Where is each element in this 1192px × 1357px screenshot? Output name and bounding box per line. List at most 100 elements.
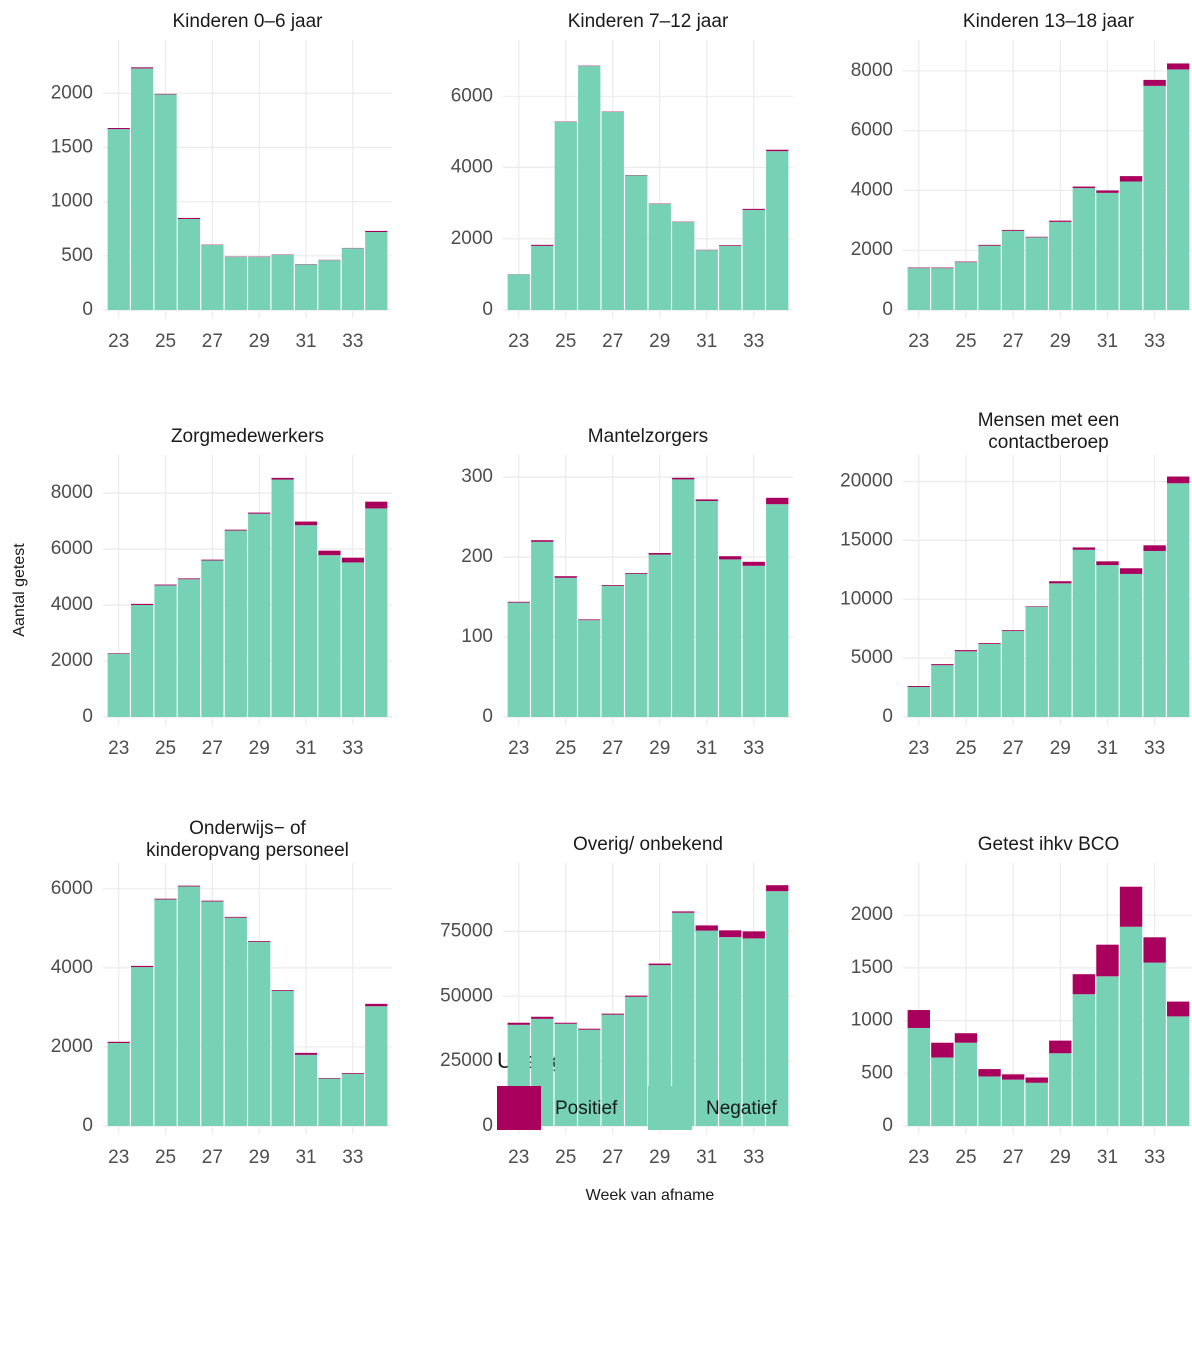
bar-segment xyxy=(908,268,930,310)
bar-segment xyxy=(531,542,553,717)
bar-segment xyxy=(1002,231,1024,310)
y-tick-label: 4000 xyxy=(51,957,93,978)
y-tick-label: 500 xyxy=(861,1062,893,1083)
bar-segment xyxy=(602,586,624,717)
bar-segment xyxy=(978,644,1000,717)
x-axis-label: Week van afname xyxy=(586,1187,715,1204)
x-tick-label: 33 xyxy=(342,331,363,352)
bar-segment xyxy=(318,260,340,310)
y-tick-label: 2000 xyxy=(851,904,893,925)
bar-segment xyxy=(131,966,153,967)
bar-segment xyxy=(625,175,647,310)
x-tick-label: 29 xyxy=(1050,331,1071,352)
x-tick-label: 25 xyxy=(955,1147,976,1168)
legend-label: Positief xyxy=(555,1098,618,1119)
y-tick-label: 2000 xyxy=(51,1036,93,1057)
x-tick-label: 31 xyxy=(295,331,316,352)
bar-segment xyxy=(1073,974,1095,994)
bar-segment xyxy=(1073,547,1095,549)
x-tick-label: 27 xyxy=(1003,331,1024,352)
x-tick-label: 27 xyxy=(1003,738,1024,759)
bar-segment xyxy=(178,578,200,579)
y-tick-label: 300 xyxy=(461,466,493,487)
bar-segment xyxy=(1002,1080,1024,1126)
y-tick-label: 8000 xyxy=(851,60,893,81)
bar-segment xyxy=(154,94,176,310)
bar-segment xyxy=(696,250,718,310)
bar-segment xyxy=(672,479,694,717)
bar-segment xyxy=(365,508,387,717)
bar-segment xyxy=(1143,80,1165,86)
y-tick-label: 6000 xyxy=(51,878,93,899)
bar-segment xyxy=(154,94,176,95)
x-tick-label: 29 xyxy=(249,738,270,759)
bar-segment xyxy=(272,478,294,480)
x-tick-label: 25 xyxy=(955,331,976,352)
bar-segment xyxy=(578,66,600,310)
bar-segment xyxy=(178,886,200,887)
y-tick-label: 1500 xyxy=(51,137,93,158)
bar-segment xyxy=(318,555,340,717)
y-axis-label: Aantal getest xyxy=(11,543,28,637)
bar-segment xyxy=(1049,583,1071,717)
bar-segment xyxy=(1026,1078,1048,1083)
x-tick-label: 25 xyxy=(155,738,176,759)
y-tick-label: 0 xyxy=(82,299,93,320)
bar-segment xyxy=(295,522,317,526)
bar-segment xyxy=(649,964,671,966)
bar-segment xyxy=(154,899,176,900)
bar-segment xyxy=(178,218,200,219)
x-tick-label: 31 xyxy=(696,1147,717,1168)
bar-segment xyxy=(1096,565,1118,717)
x-tick-label: 27 xyxy=(202,1147,223,1168)
bar-segment xyxy=(766,885,788,891)
x-tick-label: 33 xyxy=(342,738,363,759)
y-tick-label: 2000 xyxy=(51,82,93,103)
x-tick-label: 25 xyxy=(155,1147,176,1168)
x-tick-label: 27 xyxy=(1003,1147,1024,1168)
bar-segment xyxy=(931,1057,953,1126)
x-tick-label: 23 xyxy=(508,738,529,759)
bar-segment xyxy=(248,514,270,717)
bar-segment xyxy=(743,209,765,210)
bar-segment xyxy=(978,1076,1000,1126)
x-tick-label: 23 xyxy=(108,1147,129,1168)
bar-segment xyxy=(272,255,294,310)
x-tick-label: 23 xyxy=(108,738,129,759)
bar-segment xyxy=(225,530,247,531)
bar-segment xyxy=(154,585,176,717)
bar-segment xyxy=(931,1043,953,1058)
panel-title: Mensen met een xyxy=(978,410,1120,431)
y-tick-label: 0 xyxy=(82,1115,93,1136)
bar-segment xyxy=(743,931,765,938)
bar-segment xyxy=(1120,181,1142,310)
bar-segment xyxy=(625,573,647,574)
bar-segment xyxy=(201,245,223,310)
x-tick-label: 29 xyxy=(649,1147,670,1168)
x-tick-label: 29 xyxy=(249,331,270,352)
bar-segment xyxy=(1049,581,1071,583)
bar-segment xyxy=(295,265,317,311)
y-tick-label: 0 xyxy=(882,299,893,320)
bar-segment xyxy=(766,504,788,717)
bar-segment xyxy=(1026,607,1048,717)
bar-segment xyxy=(342,562,364,717)
bar-segment xyxy=(602,112,624,310)
bar-segment xyxy=(696,925,718,930)
panel-title: Zorgmedewerkers xyxy=(171,426,324,447)
bar-segment xyxy=(342,248,364,310)
bar-segment xyxy=(508,603,530,717)
x-tick-label: 33 xyxy=(743,1147,764,1168)
bar-segment xyxy=(1120,927,1142,1126)
bar-segment xyxy=(342,1074,364,1126)
y-tick-label: 4000 xyxy=(451,157,493,178)
y-tick-label: 0 xyxy=(882,1115,893,1136)
y-tick-label: 1000 xyxy=(51,191,93,212)
bar-segment xyxy=(555,576,577,578)
bar-segment xyxy=(908,1028,930,1126)
bar-segment xyxy=(719,246,741,310)
bar-segment xyxy=(225,917,247,918)
bar-segment xyxy=(1143,551,1165,717)
bar-segment xyxy=(201,560,223,717)
